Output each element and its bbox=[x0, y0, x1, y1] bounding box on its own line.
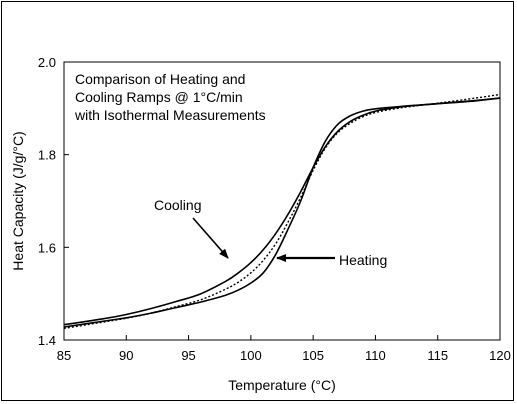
x-tick-label: 120 bbox=[489, 348, 511, 363]
chart-title: Comparison of Heating and Cooling Ramps … bbox=[74, 71, 266, 123]
plot-area bbox=[63, 61, 501, 341]
y-tick-label: 2.0 bbox=[38, 55, 56, 70]
annotation-cooling-arrow bbox=[192, 217, 229, 259]
x-tick-label: 105 bbox=[302, 348, 324, 363]
series-line-isothermal bbox=[63, 93, 501, 330]
x-tick-label: 100 bbox=[240, 348, 262, 363]
y-axis-title: Heat Capacity (J/g/°C) bbox=[10, 131, 26, 270]
y-tick-label: 1.6 bbox=[38, 240, 56, 255]
x-axis-title: Temperature (°C) bbox=[228, 377, 336, 393]
title-line-2: Cooling Ramps @ 1°C/min bbox=[75, 89, 243, 105]
x-tick-label: 95 bbox=[181, 348, 195, 363]
series-line-cooling bbox=[63, 97, 501, 326]
annotations: Cooling Heating bbox=[154, 197, 387, 268]
x-tick-label: 115 bbox=[427, 348, 448, 363]
annotation-heating-label: Heating bbox=[339, 252, 387, 268]
y-tick-label: 1.8 bbox=[38, 148, 56, 163]
y-axis-label: Heat Capacity (J/g/°C) bbox=[10, 131, 26, 270]
x-tick-label: 110 bbox=[365, 348, 386, 363]
y-tick-label: 1.4 bbox=[38, 333, 56, 348]
series-line-heating bbox=[63, 97, 501, 328]
annotation-cooling-label: Cooling bbox=[154, 197, 201, 213]
title-line-3: with Isothermal Measurements bbox=[74, 107, 266, 123]
x-tick-label: 90 bbox=[119, 348, 133, 363]
axis-ticks: 85 90 95 100 105 110 115 120 1.4 1.6 1.8 2.0 bbox=[38, 55, 511, 363]
series-group bbox=[63, 93, 501, 330]
x-tick-label: 85 bbox=[57, 348, 71, 363]
title-line-1: Comparison of Heating and bbox=[75, 71, 245, 87]
